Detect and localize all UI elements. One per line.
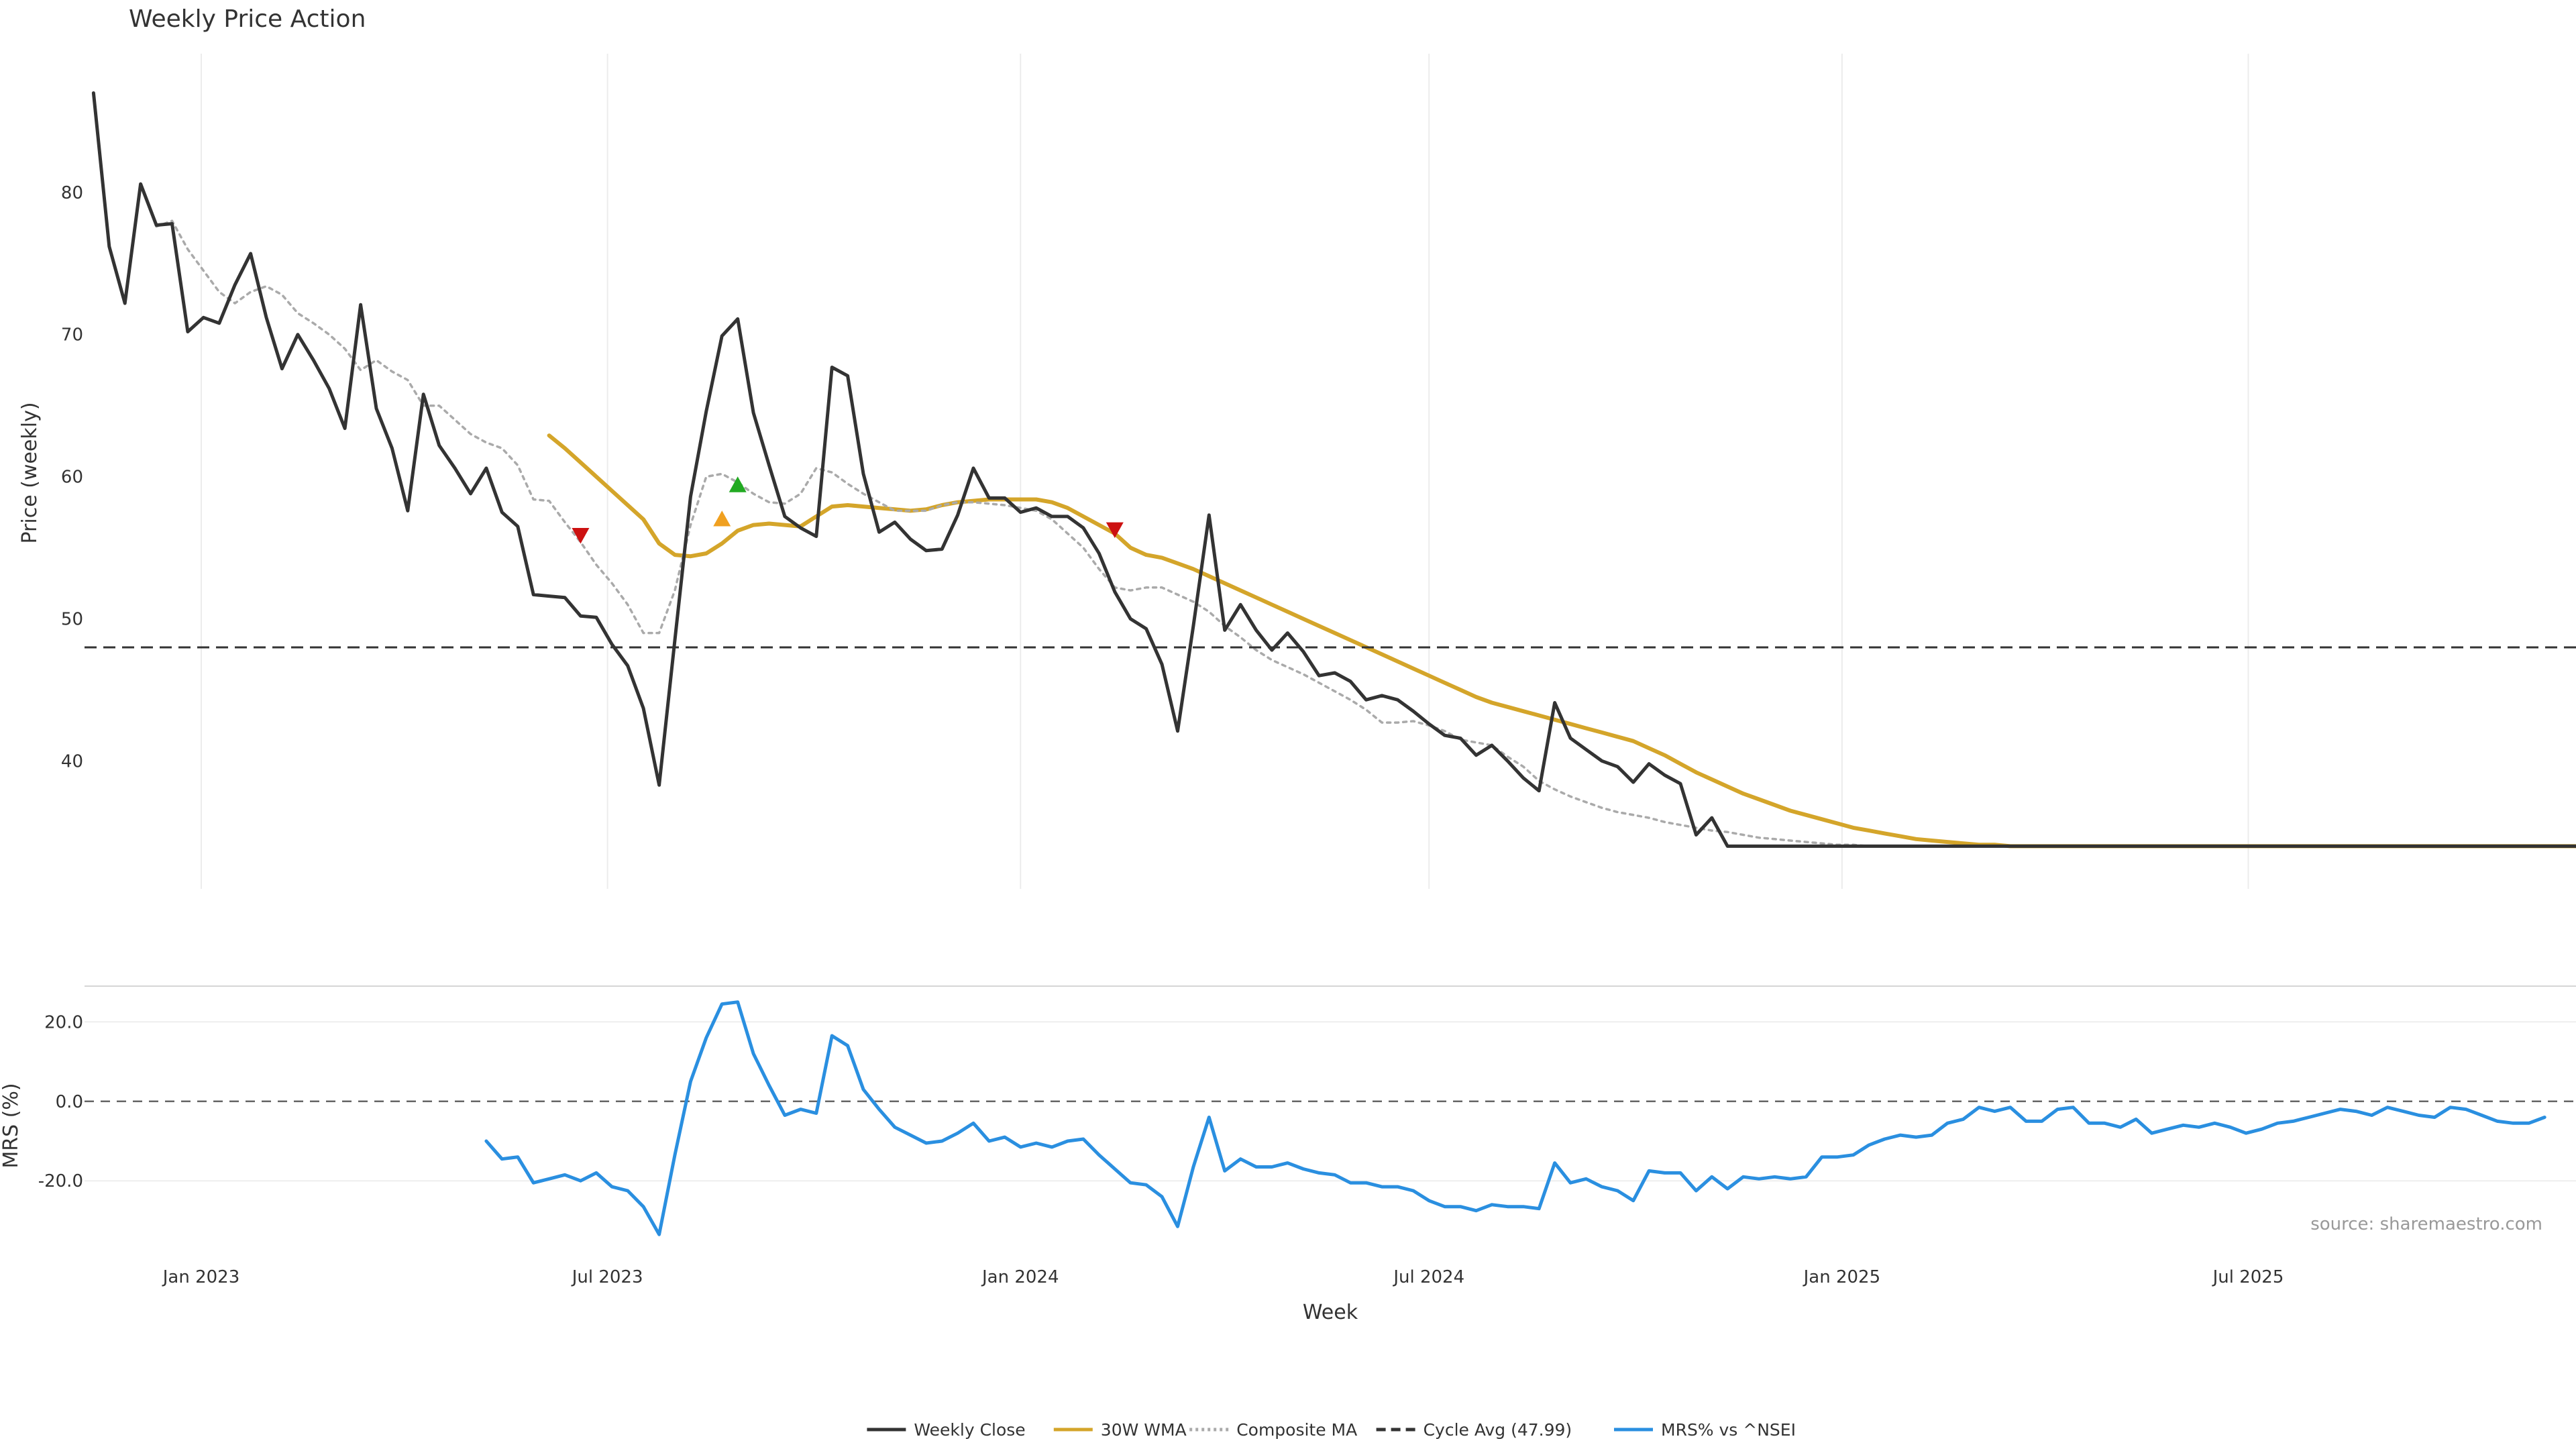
price-y-tick-1: 50 [61,609,83,629]
price-y-tick-0: 40 [61,751,83,771]
series-30w-wma [547,433,2576,849]
mrs-y-axis-label: MRS (%) [0,1083,23,1168]
source-label: source: sharemaestro.com [2310,1214,2542,1234]
x-tick-2: Jan 2024 [981,1267,1059,1287]
legend: Weekly Close 30W WMA Composite MA Cycle Avg… [867,1420,1796,1440]
price-y-tick-4: 80 [61,183,83,203]
price-y-tick-2: 60 [61,468,83,488]
signal-marker-1 [713,511,731,527]
x-tick-1: Jul 2023 [571,1267,643,1287]
signal-markers [572,476,1124,544]
series-weekly-close [91,91,2576,848]
x-ticks: Jan 2023 Jul 2023 Jan 2024 Jul 2024 Jan 2025… [162,1267,2284,1287]
price-series [85,91,2576,849]
x-axis-label: Week [1303,1301,1358,1324]
mrs-y-ticks: -20.0 0.0 20.0 [38,1012,83,1191]
x-tick-3: Jul 2024 [1392,1267,1464,1287]
signal-marker-3 [1106,522,1124,538]
mrs-y-tick-1: 0.0 [56,1092,83,1112]
mrs-series [484,1000,2546,1236]
series-mrs-vs-nsei [484,1000,2546,1236]
x-tick-4: Jan 2025 [1803,1267,1881,1287]
x-tick-0: Jan 2023 [162,1267,240,1287]
legend-item-1-label: 30W WMA [1101,1420,1187,1440]
signal-marker-0 [572,528,590,544]
x-tick-5: Jul 2025 [2212,1267,2284,1287]
legend-item-2-label: Composite MA [1236,1420,1357,1440]
mrs-y-tick-0: -20.0 [38,1171,83,1191]
mrs-grid [85,985,2576,1182]
signal-marker-2 [729,476,747,492]
price-y-ticks: 40 50 60 70 80 [61,183,83,771]
chart-title: Weekly Price Action [129,5,366,33]
price-grid [200,54,2249,889]
price-y-tick-3: 70 [61,325,83,345]
legend-item-3-label: Cycle Avg (47.99) [1424,1420,1572,1440]
price-y-axis-label: Price (weekly) [18,402,42,543]
legend-item-4-label: MRS% vs ^NSEI [1661,1420,1796,1440]
legend-item-0-label: Weekly Close [914,1420,1025,1440]
mrs-y-tick-2: 20.0 [44,1012,83,1032]
